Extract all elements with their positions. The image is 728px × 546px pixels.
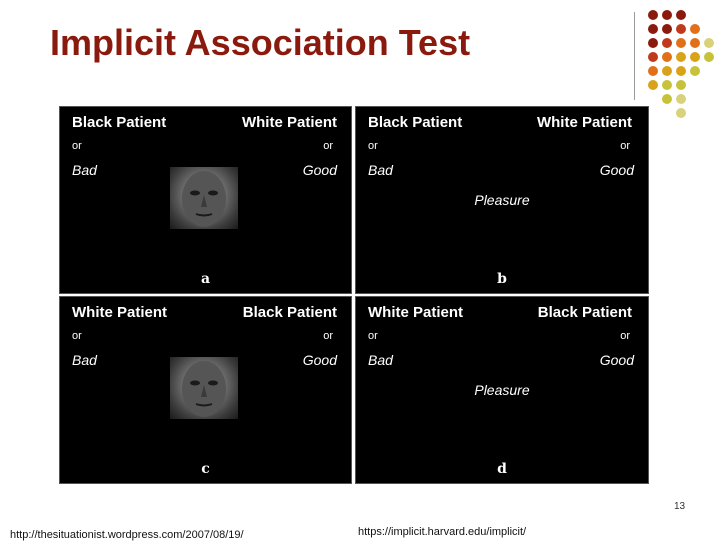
decor-dot: [690, 38, 700, 48]
word-stimulus: Pleasure: [474, 382, 530, 398]
left-attribute-word: Bad: [368, 162, 393, 178]
panel-letter-label: c: [201, 461, 210, 477]
decor-dot: [690, 66, 700, 76]
right-category-header: White Patient: [536, 114, 632, 131]
left-or-label: or: [368, 140, 378, 152]
page-number: 13: [674, 501, 686, 512]
panel-letter-label: d: [497, 461, 507, 477]
decor-dot: [648, 38, 658, 48]
right-or-label: or: [323, 140, 333, 152]
decor-dot: [662, 24, 672, 34]
decor-dot: [690, 52, 700, 62]
decor-dot: [662, 80, 672, 90]
decor-dot: [648, 80, 658, 90]
decor-dot: [648, 10, 658, 20]
left-or-label: or: [72, 140, 82, 152]
panel-letter-label: a: [200, 271, 211, 287]
decor-dot: [648, 24, 658, 34]
decor-dot: [676, 80, 686, 90]
left-attribute-word: Bad: [368, 352, 393, 368]
decorative-dot-grid: [648, 10, 718, 120]
right-or-label: or: [620, 330, 630, 342]
left-or-label: or: [72, 330, 82, 342]
word-stimulus: Pleasure: [474, 192, 530, 208]
decor-dot: [662, 10, 672, 20]
decor-dot: [676, 66, 686, 76]
source-link-harvard-implicit[interactable]: https://implicit.harvard.edu/implicit/: [358, 526, 527, 538]
decor-dot: [704, 52, 714, 62]
iat-panel-d: White Patient Black Patient or or Bad Go…: [355, 296, 649, 484]
left-category-header: White Patient: [368, 304, 464, 321]
decor-dot: [676, 108, 686, 118]
left-category-header: Black Patient: [368, 114, 463, 131]
left-or-label: or: [368, 330, 378, 342]
decor-dot: [676, 24, 686, 34]
decor-dot: [676, 94, 686, 104]
face-stimulus-image: [170, 357, 238, 419]
decor-dot: [662, 52, 672, 62]
right-or-label: or: [620, 140, 630, 152]
right-attribute-word: Good: [599, 162, 634, 178]
decor-dot: [676, 38, 686, 48]
right-attribute-word: Good: [302, 162, 337, 178]
left-category-header: Black Patient: [72, 114, 167, 131]
iat-panel-c: White Patient Black Patient or or Bad Go…: [59, 296, 352, 484]
left-attribute-word: Bad: [72, 162, 97, 178]
right-attribute-word: Good: [302, 352, 337, 368]
decor-dot: [676, 10, 686, 20]
left-attribute-word: Bad: [72, 352, 97, 368]
iat-panel-a: Black Patient White Patient or or Bad Go…: [59, 106, 352, 294]
decor-dot: [662, 94, 672, 104]
title-divider: [634, 12, 635, 100]
left-category-header: White Patient: [72, 304, 168, 321]
slide-title: Implicit Association Test: [50, 22, 471, 63]
right-category-header: Black Patient: [242, 304, 337, 321]
decor-dot: [648, 52, 658, 62]
decor-dot: [690, 24, 700, 34]
decor-dot: [662, 38, 672, 48]
right-category-header: White Patient: [241, 114, 337, 131]
decor-dot: [648, 66, 658, 76]
decor-dot: [704, 38, 714, 48]
decor-dot: [662, 66, 672, 76]
right-or-label: or: [323, 330, 333, 342]
source-link-situationist[interactable]: http://thesituationist.wordpress.com/200…: [10, 529, 244, 541]
decor-dot: [676, 52, 686, 62]
face-stimulus-image: [170, 167, 238, 229]
iat-panel-b: Black Patient White Patient or or Bad Go…: [355, 106, 649, 294]
right-category-header: Black Patient: [537, 304, 632, 321]
panel-letter-label: b: [497, 271, 507, 287]
right-attribute-word: Good: [599, 352, 634, 368]
